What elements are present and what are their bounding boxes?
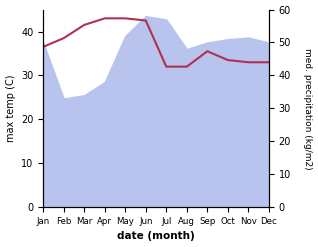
Y-axis label: med. precipitation (kg/m2): med. precipitation (kg/m2) bbox=[303, 48, 313, 169]
X-axis label: date (month): date (month) bbox=[117, 231, 195, 242]
Y-axis label: max temp (C): max temp (C) bbox=[5, 75, 16, 142]
